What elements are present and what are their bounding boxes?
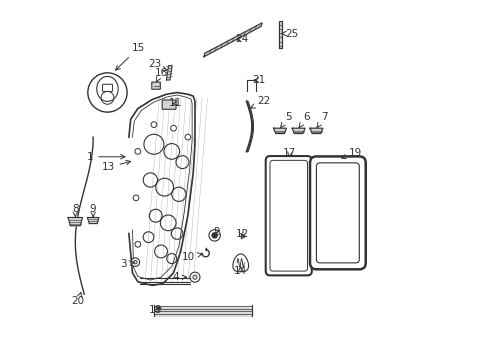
Text: 12: 12 bbox=[235, 229, 248, 239]
Text: 5: 5 bbox=[281, 112, 292, 127]
Polygon shape bbox=[310, 128, 323, 134]
Text: 10: 10 bbox=[182, 252, 202, 262]
Polygon shape bbox=[204, 23, 262, 57]
Circle shape bbox=[135, 149, 141, 154]
Text: 16: 16 bbox=[154, 68, 168, 81]
Circle shape bbox=[190, 272, 200, 282]
Text: 1: 1 bbox=[87, 152, 125, 162]
Circle shape bbox=[134, 260, 137, 264]
Text: 11: 11 bbox=[169, 98, 182, 108]
Text: 23: 23 bbox=[148, 59, 167, 71]
Circle shape bbox=[171, 125, 176, 131]
Polygon shape bbox=[233, 254, 248, 272]
Text: 7: 7 bbox=[317, 112, 328, 128]
Polygon shape bbox=[242, 234, 245, 239]
Text: 15: 15 bbox=[116, 43, 145, 70]
Polygon shape bbox=[292, 128, 305, 134]
Polygon shape bbox=[154, 311, 252, 314]
Circle shape bbox=[131, 258, 140, 266]
Text: 4: 4 bbox=[172, 272, 187, 282]
Text: 3: 3 bbox=[121, 259, 134, 269]
Polygon shape bbox=[68, 217, 82, 226]
FancyBboxPatch shape bbox=[266, 156, 312, 275]
Text: 6: 6 bbox=[299, 112, 310, 128]
Polygon shape bbox=[273, 128, 287, 134]
Circle shape bbox=[185, 134, 191, 140]
Text: 20: 20 bbox=[71, 292, 84, 306]
Text: 9: 9 bbox=[90, 203, 97, 217]
Polygon shape bbox=[154, 309, 252, 311]
Polygon shape bbox=[167, 66, 172, 80]
Circle shape bbox=[151, 122, 157, 127]
Text: 17: 17 bbox=[283, 148, 296, 158]
Circle shape bbox=[209, 230, 221, 241]
Text: 18: 18 bbox=[149, 305, 162, 315]
Polygon shape bbox=[154, 314, 252, 316]
Text: 24: 24 bbox=[235, 34, 248, 44]
Text: 8: 8 bbox=[72, 203, 78, 217]
FancyBboxPatch shape bbox=[270, 160, 308, 271]
Text: 14: 14 bbox=[234, 266, 247, 276]
Polygon shape bbox=[279, 21, 282, 48]
FancyBboxPatch shape bbox=[310, 157, 366, 269]
Circle shape bbox=[212, 233, 218, 238]
Text: 22: 22 bbox=[250, 96, 270, 108]
Text: 21: 21 bbox=[253, 75, 266, 85]
FancyBboxPatch shape bbox=[317, 163, 359, 263]
Circle shape bbox=[135, 242, 141, 247]
FancyBboxPatch shape bbox=[162, 100, 176, 109]
Circle shape bbox=[133, 195, 139, 201]
Text: 13: 13 bbox=[101, 161, 130, 172]
Text: 2: 2 bbox=[213, 227, 220, 237]
Polygon shape bbox=[88, 217, 99, 224]
FancyBboxPatch shape bbox=[152, 82, 160, 89]
Text: 19: 19 bbox=[342, 148, 363, 159]
Polygon shape bbox=[154, 306, 252, 309]
Text: 25: 25 bbox=[282, 28, 298, 39]
Circle shape bbox=[193, 275, 197, 279]
Polygon shape bbox=[129, 93, 195, 285]
